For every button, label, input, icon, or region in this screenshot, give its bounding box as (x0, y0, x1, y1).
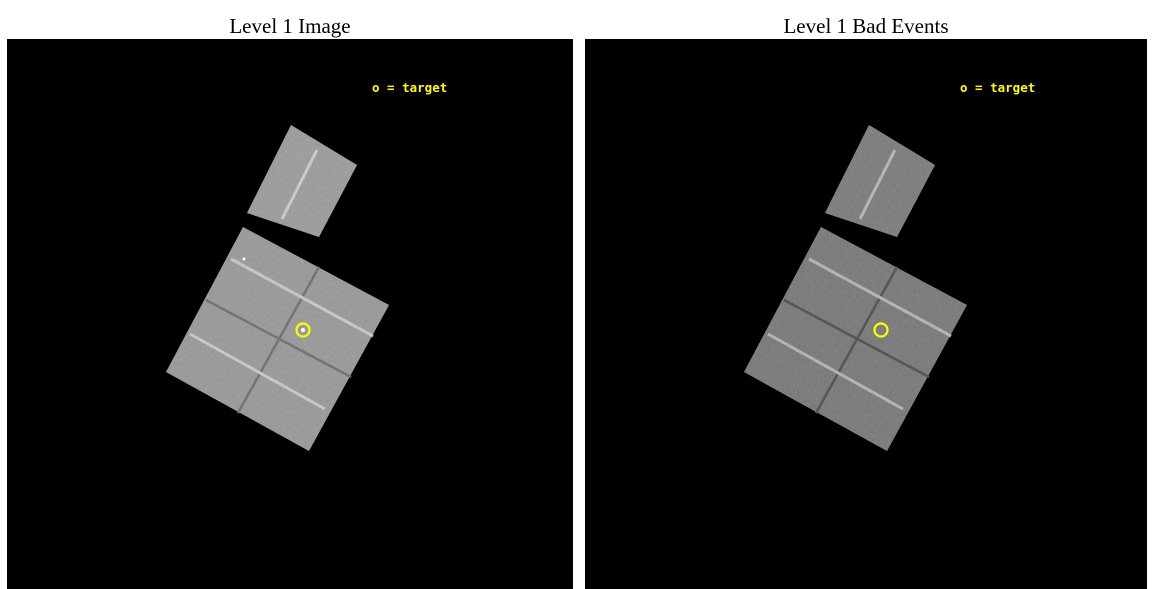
target-legend: o = target (372, 80, 448, 95)
source-point (301, 328, 305, 332)
level1-bad-events-panel: o = target (585, 39, 1147, 589)
small-ccd-chip (825, 125, 935, 237)
target-legend: o = target (960, 80, 1036, 95)
large-ccd-array (744, 227, 967, 451)
target-circle-marker (873, 322, 889, 338)
level1-bad-events-canvas (744, 125, 967, 451)
small-ccd-chip (247, 125, 357, 237)
bright-pixel (242, 257, 246, 261)
target-circle-marker (295, 322, 311, 338)
large-ccd-array (166, 227, 389, 451)
panel-title-level1-bad-events: Level 1 Bad Events (783, 14, 949, 38)
level1-image-canvas (166, 125, 389, 451)
level1-image-panel: o = target (7, 39, 573, 589)
panel-title-level1-image: Level 1 Image (229, 14, 351, 38)
